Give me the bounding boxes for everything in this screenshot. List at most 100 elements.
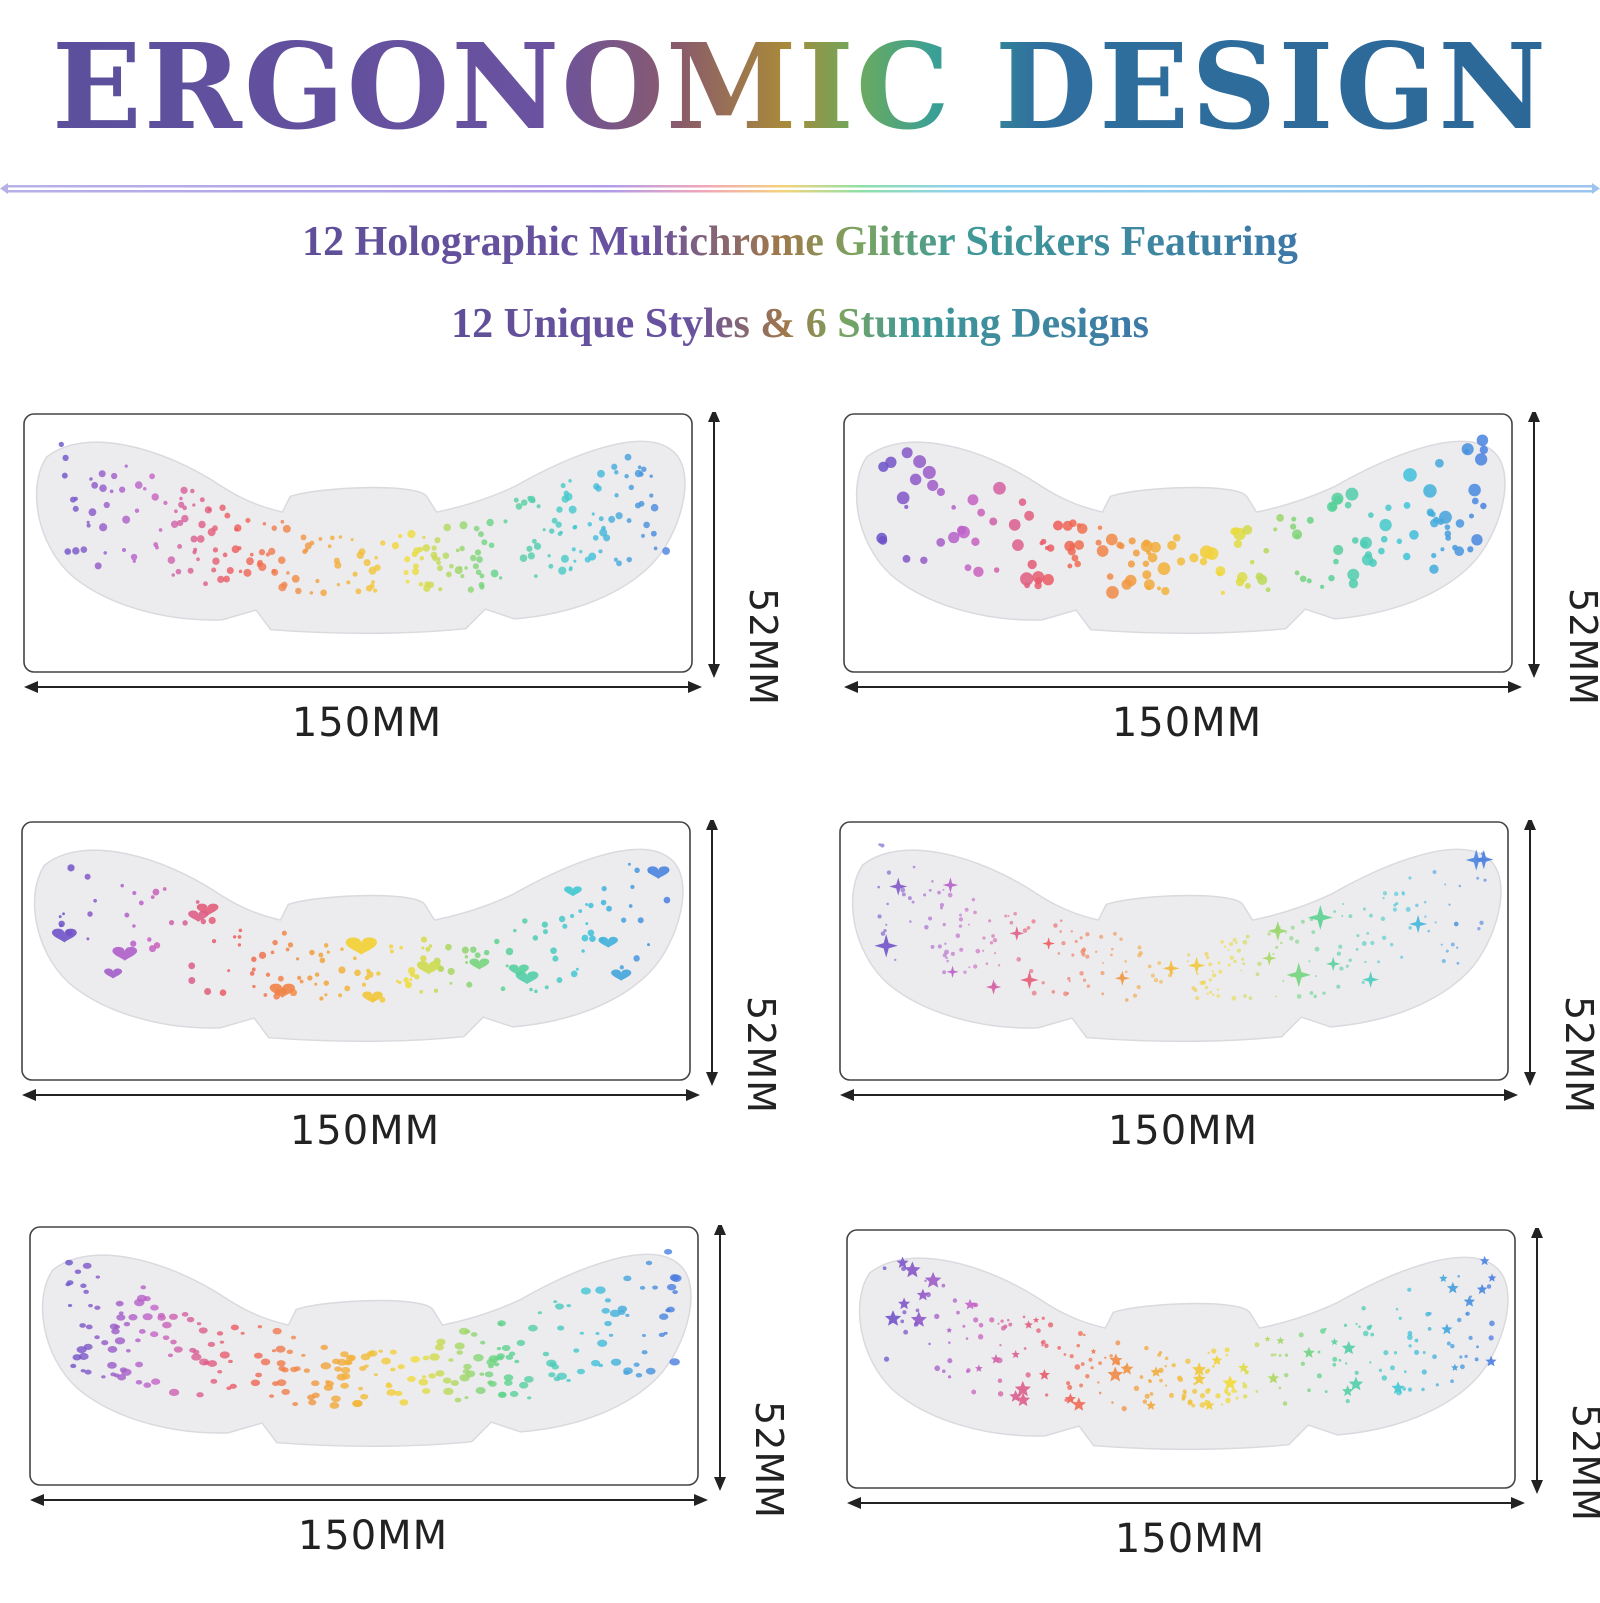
- glitter-dot: [1338, 944, 1343, 949]
- glitter-dot: [389, 949, 394, 954]
- glitter-dot: [1430, 518, 1439, 528]
- glitter-dot: [937, 944, 942, 949]
- glitter-dot: [237, 943, 242, 947]
- glitter-dot: [130, 553, 138, 561]
- glitter-dot: [180, 486, 188, 494]
- glitter-dot: [505, 947, 514, 956]
- glitter-dot: [1000, 1319, 1004, 1323]
- glitter-dot: [877, 885, 881, 889]
- glitter-dot: [1024, 510, 1035, 521]
- glitter-dot: [449, 981, 453, 985]
- glitter-dot: [192, 550, 197, 555]
- glitter-dot: [1486, 1284, 1492, 1289]
- glitter-dot: [280, 987, 287, 995]
- glitter-dot: [1324, 1390, 1328, 1394]
- glitter-dot: [1081, 947, 1087, 952]
- glitter-dot: [196, 1322, 202, 1326]
- glitter-dot: [1423, 900, 1427, 904]
- glitter-dot: [1344, 501, 1352, 509]
- glitter-dot: [575, 967, 579, 971]
- glitter-dot: [470, 554, 477, 562]
- glitter-dot: [643, 521, 650, 529]
- sticker-card-sparkles: 150MM 52MM: [838, 820, 1600, 1180]
- glitter-dot: [971, 1389, 977, 1395]
- glitter-dot: [1446, 1341, 1451, 1346]
- glitter-dot: [191, 1353, 202, 1361]
- glitter-dot: [556, 506, 563, 513]
- glitter-dot: [904, 504, 909, 510]
- glitter-heart: [188, 910, 209, 923]
- glitter-dot: [1389, 942, 1394, 947]
- arrowhead-up: [706, 820, 718, 830]
- glitter-dot: [982, 936, 986, 940]
- glitter-dot: [1079, 971, 1084, 976]
- glitter-dot: [1133, 1385, 1140, 1392]
- glitter-dot: [1013, 911, 1017, 916]
- glitter-dot: [1229, 942, 1234, 947]
- glitter-dot: [1097, 525, 1103, 531]
- glitter-dot: [474, 549, 482, 556]
- glitter-dot: [1345, 964, 1349, 968]
- glitter-dot: [1369, 1324, 1373, 1328]
- glitter-dot: [1124, 960, 1127, 963]
- glitter-dot: [885, 923, 888, 926]
- glitter-dot: [576, 1368, 586, 1375]
- glitter-dot: [1428, 1311, 1432, 1316]
- glitter-dot: [907, 896, 912, 901]
- glitter-dot: [900, 887, 906, 893]
- glitter-dot: [1206, 992, 1209, 995]
- glitter-star: [1463, 1295, 1476, 1307]
- glitter-dot: [483, 949, 490, 956]
- glitter-dot: [473, 525, 480, 532]
- glitter-dot: [877, 914, 882, 919]
- glitter-dot: [168, 1313, 178, 1320]
- glitter-dot: [977, 508, 986, 517]
- glitter-star: [1341, 1385, 1354, 1397]
- glitter-dot: [1255, 1390, 1259, 1393]
- glitter-dot: [1137, 945, 1142, 950]
- glitter-dot: [1385, 504, 1392, 512]
- glitter-dot: [1400, 955, 1404, 959]
- glitter-dot: [1464, 1354, 1468, 1359]
- glitter-dot: [445, 943, 452, 951]
- glitter-dot: [395, 979, 399, 983]
- glitter-dot: [140, 1285, 147, 1290]
- glitter-dot: [473, 1353, 484, 1362]
- glitter-dot: [1317, 1350, 1321, 1354]
- glitter-dot: [1309, 991, 1314, 995]
- arrowhead-down: [706, 1072, 718, 1086]
- glitter-dot: [251, 967, 256, 972]
- glitter-dot: [1157, 562, 1171, 575]
- glitter-dot: [1132, 549, 1140, 557]
- glitter-dot: [344, 985, 351, 992]
- glitter-dot: [448, 1358, 454, 1362]
- glitter-dot: [1255, 972, 1260, 977]
- glitter-dot: [1364, 551, 1373, 559]
- glitter-dot: [1379, 518, 1392, 532]
- glitter-dot: [536, 504, 541, 509]
- glitter-dot: [513, 928, 517, 933]
- glitter-dot: [422, 1355, 430, 1361]
- glitter-dot: [498, 1322, 504, 1326]
- glitter-dot: [1189, 553, 1199, 563]
- glitter-dot: [963, 970, 967, 974]
- glitter-dot: [581, 934, 589, 942]
- glitter-dot: [909, 473, 922, 486]
- glitter-dot: [1343, 1323, 1348, 1328]
- glitter-dot: [1467, 546, 1474, 553]
- glitter-dot: [167, 1353, 174, 1358]
- glitter-dot: [1242, 525, 1253, 535]
- glitter-dot: [431, 545, 437, 551]
- glitter-dot: [475, 1387, 486, 1395]
- glitter-dot: [269, 1394, 275, 1398]
- glitter-dot: [1217, 571, 1222, 577]
- glitter-dot: [886, 870, 892, 875]
- glitter-dot: [263, 993, 268, 997]
- glitter-dot: [1119, 973, 1124, 978]
- glitter-dot: [1121, 1405, 1127, 1412]
- glitter-dot: [413, 563, 419, 570]
- glitter-dot: [993, 567, 1000, 573]
- glitter-dot: [558, 566, 567, 575]
- glitter-dot: [307, 975, 313, 981]
- glitter-dot: [228, 1359, 233, 1364]
